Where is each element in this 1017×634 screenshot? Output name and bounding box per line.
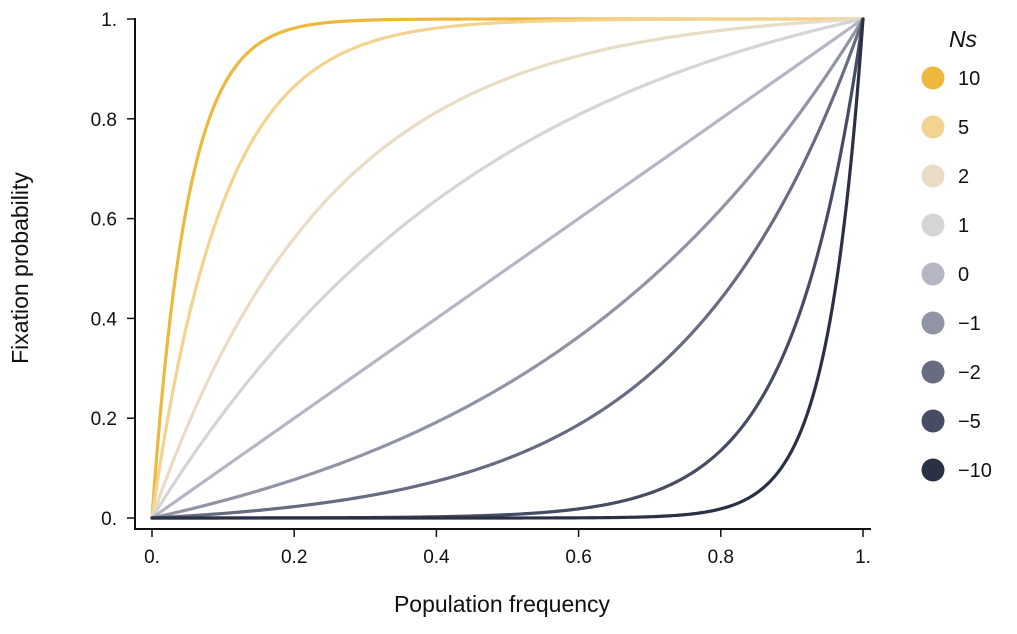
legend-label-5: −1 — [958, 313, 981, 335]
legend-swatch-1 — [921, 115, 945, 139]
y-tick-label-1: 0.2 — [91, 409, 117, 430]
x-tick-label-2: 0.4 — [423, 547, 450, 568]
plot-area: 0. 0.2 0.4 0.6 0.8 1. 0. 0.2 0.4 0.6 0.8 1. — [91, 10, 871, 568]
x-tick-label-4: 0.8 — [708, 547, 734, 568]
y-tick-label-5: 1. — [101, 10, 117, 31]
x-tick-label-5: 1. — [855, 547, 871, 568]
legend-swatch-3 — [921, 213, 945, 237]
series-line-4 — [150, 17, 865, 520]
legend-label-7: −5 — [958, 411, 981, 433]
legend-label-2: 2 — [958, 166, 969, 188]
series-line-5 — [150, 17, 865, 520]
y-axis-title: Fixation probability — [7, 172, 33, 364]
x-axis-title: Population frequency — [394, 591, 611, 617]
series-line-3 — [150, 17, 865, 520]
legend-swatch-6 — [921, 360, 945, 384]
legend-label-4: 0 — [958, 264, 969, 286]
series-line-6 — [150, 17, 865, 520]
x-tick-label-1: 0.2 — [281, 547, 307, 568]
x-ticks: 0. 0.2 0.4 0.6 0.8 1. — [144, 529, 871, 568]
x-tick-label-0: 0. — [144, 547, 160, 568]
legend-label-8: −10 — [958, 460, 992, 482]
y-tick-label-0: 0. — [101, 509, 117, 530]
y-tick-label-4: 0.8 — [91, 110, 117, 131]
legend-swatch-4 — [921, 262, 945, 286]
series-line-8 — [150, 17, 865, 520]
y-ticks: 0. 0.2 0.4 0.6 0.8 1. — [91, 10, 135, 530]
legend-swatch-7 — [921, 409, 945, 433]
series-line-1 — [150, 17, 865, 520]
x-tick-label-3: 0.6 — [565, 547, 591, 568]
legend-swatch-2 — [921, 164, 945, 188]
legend-swatch-8 — [921, 458, 945, 482]
legend-swatch-5 — [921, 311, 945, 335]
legend-label-0: 10 — [958, 68, 980, 90]
y-tick-label-2: 0.4 — [91, 309, 118, 330]
legend-title: Ns — [949, 26, 978, 52]
legend-label-6: −2 — [958, 362, 981, 384]
y-tick-label-3: 0.6 — [91, 210, 117, 231]
legend-label-3: 1 — [958, 215, 969, 237]
legend-swatch-0 — [921, 66, 945, 90]
series-lines — [150, 17, 865, 520]
series-line-2 — [150, 17, 865, 520]
legend-label-1: 5 — [958, 117, 969, 139]
